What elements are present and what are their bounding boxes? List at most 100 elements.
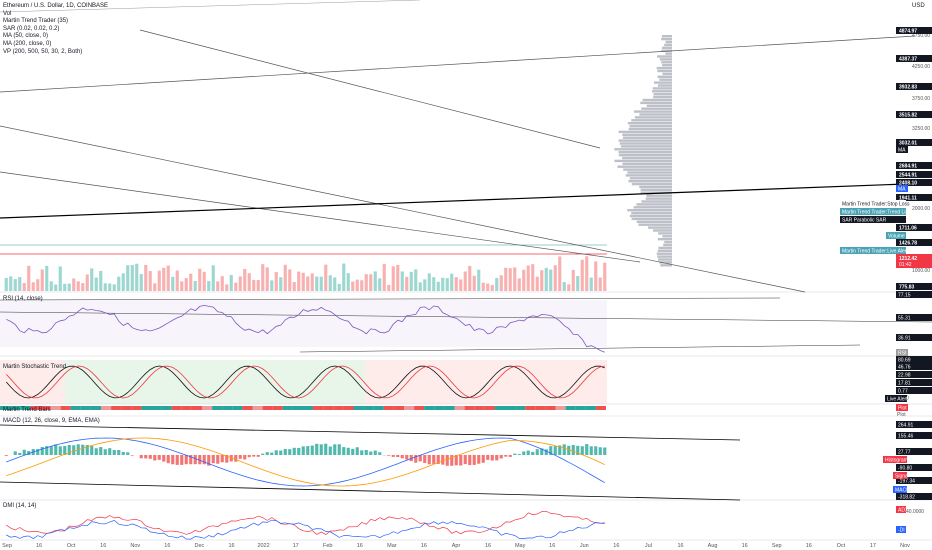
- volume-tag-bg: [886, 232, 906, 239]
- macd-hist-bar: [279, 450, 283, 455]
- rsi-level-1: 77.15: [898, 293, 911, 299]
- trend-line: [0, 35, 916, 93]
- legend-vp[interactable]: VP (200, 500, 50, 30, 2, Both): [3, 48, 83, 55]
- volume-bar: [513, 267, 517, 291]
- ma2-tag-bg: [896, 185, 908, 192]
- trend-bar-seg: [292, 406, 303, 410]
- trend-line: [0, 182, 932, 219]
- macd-hist-bar: [504, 455, 508, 457]
- vp-bin: [633, 206, 672, 209]
- macd-hist-bar: [85, 445, 89, 455]
- trend-line: [0, 0, 421, 13]
- volume-bar: [346, 273, 350, 291]
- macd-hist-bar: [153, 455, 157, 461]
- macd-hist-bar: [27, 451, 31, 455]
- volume-bar: [198, 268, 202, 291]
- macd-hist-bar: [477, 455, 481, 464]
- legend-ma50[interactable]: MA (50, close, 0): [3, 33, 49, 40]
- volume-bar: [130, 265, 134, 291]
- macd-hist-bar: [162, 455, 166, 462]
- volume-bar: [279, 277, 283, 291]
- volume-bar: [225, 284, 229, 291]
- time-tick-label: Aug: [708, 543, 718, 549]
- volume-bar: [450, 273, 454, 291]
- volume-bar: [396, 264, 400, 291]
- volume-bar: [108, 283, 112, 291]
- macd-hist-bar: [571, 445, 575, 455]
- trend-line: [0, 171, 641, 263]
- dmi-pane-label[interactable]: DMI (14, 14): [3, 503, 37, 509]
- stoch-pane-label[interactable]: Martin Stochastic Trend: [3, 364, 67, 370]
- trend-bar-seg: [464, 406, 475, 410]
- time-tick-label: Nov: [130, 543, 140, 549]
- vp-bin: [617, 165, 672, 168]
- volume-bar: [436, 281, 440, 291]
- macd-hist-bar: [112, 450, 116, 455]
- volume-bar: [445, 278, 449, 291]
- trend-bar-seg: [404, 406, 415, 410]
- time-tick-label: 16: [677, 543, 683, 549]
- vp-bin: [631, 217, 672, 221]
- chart-legend: Ethereum / U.S. Dollar, 1D, COINBASE Vol…: [3, 3, 108, 56]
- volume-bar: [265, 267, 269, 291]
- stoch-bg-4: [500, 360, 607, 404]
- legend-ma200[interactable]: MA (200, close, 0): [3, 40, 52, 47]
- macd-hist-bar: [40, 446, 44, 455]
- volume-bar: [508, 268, 512, 291]
- volume-bar: [423, 279, 427, 291]
- volume-bar: [49, 281, 53, 291]
- legend-sar[interactable]: SAR (0.02, 0.02, 0.2): [3, 25, 60, 32]
- trend-bar-seg: [323, 406, 334, 410]
- macd-hist-bar: [468, 455, 472, 466]
- volume-bar: [9, 276, 13, 291]
- volume-bar: [54, 284, 58, 291]
- macd-hist-bar: [436, 455, 440, 464]
- rsi-pane-label[interactable]: RSI (14, close): [3, 296, 43, 302]
- volume-bar: [189, 273, 193, 291]
- sar-tag-bg: [840, 216, 906, 223]
- vp-bin: [657, 55, 672, 58]
- macd-hist-bar: [517, 454, 521, 455]
- trend-bar-seg: [161, 406, 172, 410]
- macd-hist-bar: [450, 455, 454, 466]
- macd-hist-bar: [585, 444, 589, 455]
- vp-bin: [653, 95, 672, 99]
- volume-bar: [540, 270, 544, 291]
- trend-bar-seg: [353, 406, 364, 410]
- vp-bin: [629, 177, 672, 180]
- trend-bar-seg: [30, 406, 41, 410]
- vp-bin: [636, 203, 672, 206]
- stoch-live-alert-bg: [885, 395, 907, 402]
- stoch-plot-tag-bg: [896, 404, 908, 411]
- trendbar-pane-label[interactable]: Martin Trend Bars: [3, 407, 51, 413]
- vp-bin: [631, 211, 672, 215]
- volume-bar: [126, 265, 130, 291]
- legend-vol[interactable]: Vol: [3, 10, 12, 17]
- macd-hist-bar: [202, 455, 206, 465]
- trend-bar-seg: [80, 406, 91, 410]
- symbol-title[interactable]: Ethereum / U.S. Dollar, 1D, COINBASE: [3, 3, 109, 9]
- volume-bar: [22, 283, 26, 291]
- macd-hist-bar: [580, 446, 584, 455]
- macd-hist-bar: [594, 446, 598, 455]
- macd-hist-bar: [256, 455, 260, 457]
- price-tick-label: 3750.00: [912, 96, 930, 102]
- trend-line: [139, 29, 601, 149]
- vp-bin: [661, 35, 672, 38]
- macd-pane-label[interactable]: MACD (12, 26, close, 9, EMA, EMA): [3, 418, 100, 424]
- macd-hist-bar: [126, 452, 130, 455]
- vp-bin: [656, 252, 672, 255]
- macd-hist-bar: [18, 452, 22, 455]
- price-tag-bg: [896, 171, 932, 178]
- vp-bin: [657, 84, 672, 87]
- macd-hist-bar: [432, 455, 436, 464]
- vp-bin: [652, 229, 672, 232]
- macd-hist-bar: [333, 444, 337, 455]
- volume-bar: [157, 270, 161, 291]
- time-tick-label: 16: [742, 543, 748, 549]
- stoch-d-line: [6, 365, 605, 399]
- vp-bin: [631, 119, 672, 122]
- legend-martin[interactable]: Martin Trend Trader (35): [3, 18, 69, 25]
- macd-hist-bar: [369, 451, 373, 455]
